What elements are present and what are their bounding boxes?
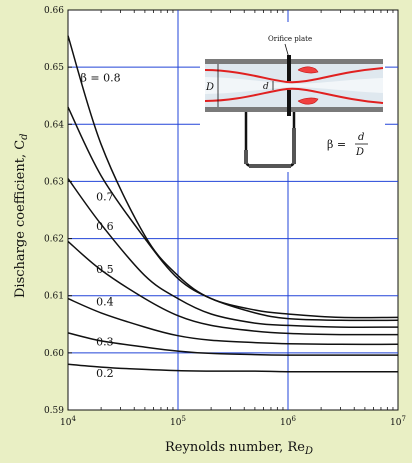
y-tick-label: 0.60 [44,349,64,359]
series-label-1: 0.7 [96,190,114,203]
y-tick-label: 0.61 [44,292,64,302]
y-tick-label: 0.63 [44,177,64,187]
flow-core [205,77,383,94]
beta-formula-lhs: β = [327,138,346,151]
pipe-top-wall [205,59,383,64]
series-line-2 [67,178,399,328]
flow-streamlines [204,67,384,104]
y-tick-label: 0.64 [44,120,64,130]
beta-formula-numerator: d [358,132,364,143]
series-label-6: 0.2 [96,367,114,380]
series-line-6 [67,363,398,373]
y-axis-label: Discharge coefficient, Cd [13,133,30,298]
x-tick-label: 107 [390,415,406,428]
series-line-5 [67,332,398,356]
axis-ticks: 0.59 0.60 0.61 0.62 0.63 0.64 0.65 0.66 104 105 10… [44,6,406,428]
beta-formula-denominator: D [355,147,364,158]
y-tick-label: 0.65 [44,63,64,73]
series-label-4: 0.4 [96,295,114,308]
series-label-3: 0.5 [96,263,114,276]
series-labels: β = 0.8 0.7 0.6 0.5 0.4 0.3 0.2 [81,71,121,379]
series-label-5: 0.3 [96,335,114,348]
bore-diameter-symbol: d [263,82,269,92]
orifice-plate-bottom [287,90,291,116]
series-label-2: 0.6 [96,220,114,233]
y-tick-label: 0.62 [44,235,64,245]
pipe-bottom-wall [205,107,383,112]
recirculation-eddies [297,66,319,105]
orifice-plate-top [287,55,291,81]
series-line-3 [67,240,399,336]
x-tick-label: 106 [280,415,296,428]
series-line-1 [67,106,399,322]
series-group [67,35,399,373]
orifice-plate-label: Orifice plate [268,35,312,43]
orifice-diagram: Orifice plate D d β = d D [200,22,385,172]
series-line-4 [67,297,399,346]
x-tick-label: 104 [60,415,76,428]
series-label-0: β = 0.8 [81,71,121,84]
y-tick-label: 0.66 [44,6,64,16]
y-tick-label: 0.59 [44,406,64,416]
x-tick-label: 105 [170,415,186,428]
x-axis-label: Reynolds number, ReD [165,440,313,457]
pipe-diameter-symbol: D [205,82,214,93]
